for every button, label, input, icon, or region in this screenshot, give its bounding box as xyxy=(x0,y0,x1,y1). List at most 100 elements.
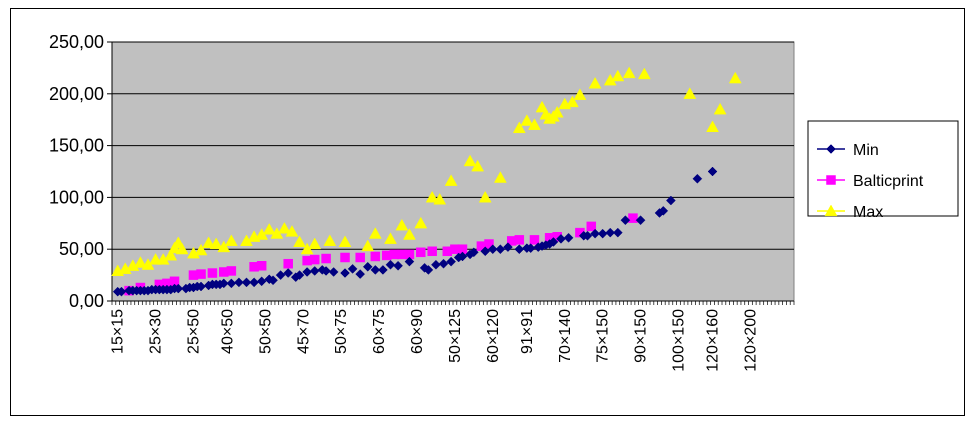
data-point xyxy=(196,281,206,292)
data-point xyxy=(403,228,416,240)
data-point xyxy=(116,286,127,297)
data-point xyxy=(573,88,587,100)
data-point xyxy=(597,228,608,239)
data-point xyxy=(338,235,352,247)
data-point xyxy=(433,192,447,205)
data-point xyxy=(164,248,178,261)
data-point xyxy=(395,218,409,231)
data-point xyxy=(707,166,718,177)
y-axis: 0,00 50,00 100,00 150,00 200,00 250,00 xyxy=(49,32,113,311)
data-point xyxy=(283,258,293,269)
data-point xyxy=(226,266,237,276)
data-point xyxy=(368,227,382,239)
data-point xyxy=(249,277,259,288)
x-tick-label: 70×140 xyxy=(557,309,574,363)
x-tick-label: 50×125 xyxy=(447,309,464,363)
y-tick-label: 150,00 xyxy=(49,136,104,156)
data-point xyxy=(471,159,485,172)
y-tick-label: 250,00 xyxy=(49,32,104,52)
data-point xyxy=(416,247,426,258)
data-point xyxy=(692,173,703,184)
data-point xyxy=(620,215,631,226)
data-point xyxy=(308,237,322,250)
data-point xyxy=(294,270,305,280)
data-point xyxy=(133,256,147,268)
data-point xyxy=(728,71,742,84)
data-point xyxy=(556,233,566,244)
x-tick-label: 120×200 xyxy=(742,309,759,372)
data-point xyxy=(586,221,597,232)
legend-marker xyxy=(826,175,836,185)
x-tick-label: 25×50 xyxy=(185,309,202,354)
data-point xyxy=(262,223,276,235)
data-point xyxy=(493,171,507,183)
data-point xyxy=(323,234,337,246)
legend-label: Max xyxy=(853,204,883,221)
y-tick-label: 0,00 xyxy=(69,291,104,311)
data-point xyxy=(612,227,623,238)
legend: Min Balticprint Max xyxy=(807,120,959,221)
data-point xyxy=(194,243,208,256)
data-point xyxy=(321,266,331,276)
data-point xyxy=(446,256,456,267)
data-point xyxy=(683,87,697,99)
data-point xyxy=(480,246,491,257)
data-point xyxy=(384,232,397,244)
x-tick-label: 100×150 xyxy=(670,309,687,372)
x-tick-label: 60×90 xyxy=(409,309,426,354)
data-point xyxy=(535,100,549,113)
x-tick-label: 50×75 xyxy=(333,309,350,354)
data-point xyxy=(224,234,238,246)
data-point xyxy=(605,227,616,238)
data-point xyxy=(234,277,244,288)
data-point xyxy=(207,268,218,278)
x-tick-label: 40×50 xyxy=(220,309,237,354)
x-tick-label: 15×15 xyxy=(110,309,127,354)
chart-frame: 0,00 50,00 100,00 150,00 200,00 250,00 15×15 2… xyxy=(10,8,965,416)
legend-label: Min xyxy=(853,142,879,159)
data-point xyxy=(309,254,320,265)
data-point xyxy=(525,243,536,254)
data-point xyxy=(226,278,237,289)
data-point xyxy=(309,266,320,276)
data-point xyxy=(173,283,184,294)
data-point xyxy=(713,102,727,115)
data-point xyxy=(275,270,286,280)
data-point xyxy=(706,120,719,133)
x-tick-label: 120×160 xyxy=(705,309,722,372)
data-point xyxy=(444,174,458,186)
data-point xyxy=(328,267,339,277)
x-tick-label: 90×150 xyxy=(633,309,650,363)
data-point xyxy=(283,268,294,278)
data-point xyxy=(218,278,229,289)
data-point xyxy=(457,251,468,262)
data-point xyxy=(582,230,593,241)
series-min xyxy=(112,166,718,297)
data-point xyxy=(378,265,388,275)
data-point xyxy=(361,239,375,252)
series-max xyxy=(111,66,742,277)
legend-label: Balticprint xyxy=(853,173,924,190)
data-point xyxy=(520,114,534,126)
x-tick-label: 45×70 xyxy=(295,309,312,354)
data-point xyxy=(628,213,638,223)
data-point xyxy=(217,240,231,253)
data-point xyxy=(514,244,525,255)
x-tick-label: 25×30 xyxy=(148,309,165,354)
plot-area xyxy=(111,41,795,302)
data-point xyxy=(404,256,415,267)
data-point xyxy=(463,154,477,167)
data-point xyxy=(427,246,437,257)
data-point xyxy=(370,251,381,262)
data-point xyxy=(550,105,564,118)
legend-marker xyxy=(826,144,836,154)
legend-marker xyxy=(824,204,838,217)
data-point xyxy=(438,258,449,269)
data-point xyxy=(340,268,350,278)
data-point xyxy=(503,242,513,252)
x-tick-label: 50×50 xyxy=(257,309,274,354)
data-point xyxy=(622,66,636,79)
data-point xyxy=(175,242,189,255)
data-point xyxy=(528,118,541,130)
data-point xyxy=(256,276,267,287)
